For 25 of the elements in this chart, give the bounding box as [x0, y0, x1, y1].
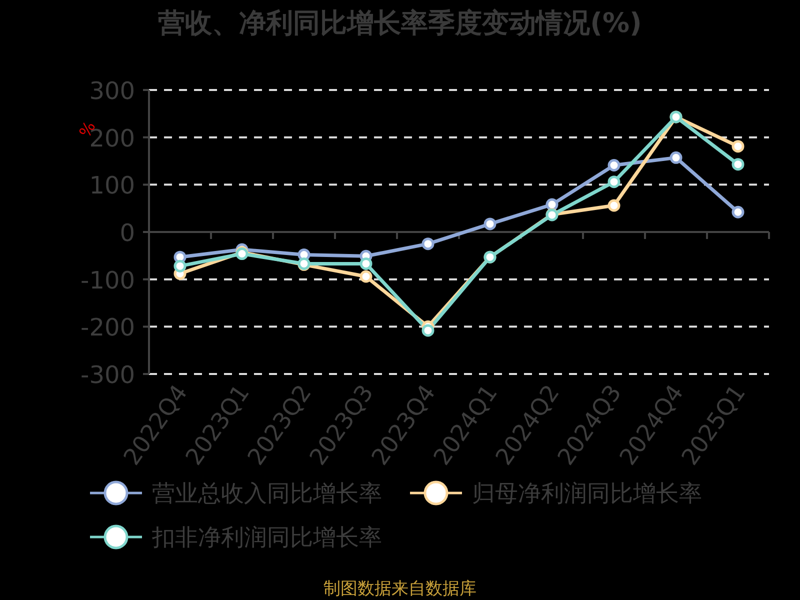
y-tick-label: 0: [120, 219, 135, 247]
point: [422, 238, 434, 250]
point: [174, 260, 186, 272]
point: [732, 158, 744, 171]
point: [360, 270, 372, 283]
y-tick-label: -200: [80, 314, 135, 342]
point: [608, 159, 620, 172]
legend-label: 营业总收入同比增长率: [152, 481, 382, 507]
point: [732, 206, 744, 218]
point: [422, 324, 434, 337]
point: [484, 218, 496, 230]
annotation: 制图数据来自数据库: [324, 579, 476, 599]
y-tick-label: -100: [80, 266, 135, 294]
point: [360, 257, 372, 270]
point: [608, 199, 620, 212]
title: 营收、净利同比增长率季度变动情况(%): [158, 8, 642, 39]
point: [608, 176, 620, 188]
legend-label: 归母净利润同比增长率: [472, 481, 702, 507]
point: [732, 140, 744, 153]
point: [546, 198, 558, 211]
y-tick-label: -300: [80, 361, 135, 389]
y-tick-label: 100: [89, 172, 135, 200]
legend-label: 扣非净利润同比增长率: [151, 525, 382, 551]
point: [670, 151, 682, 164]
y-tick-label: 300: [89, 77, 135, 105]
